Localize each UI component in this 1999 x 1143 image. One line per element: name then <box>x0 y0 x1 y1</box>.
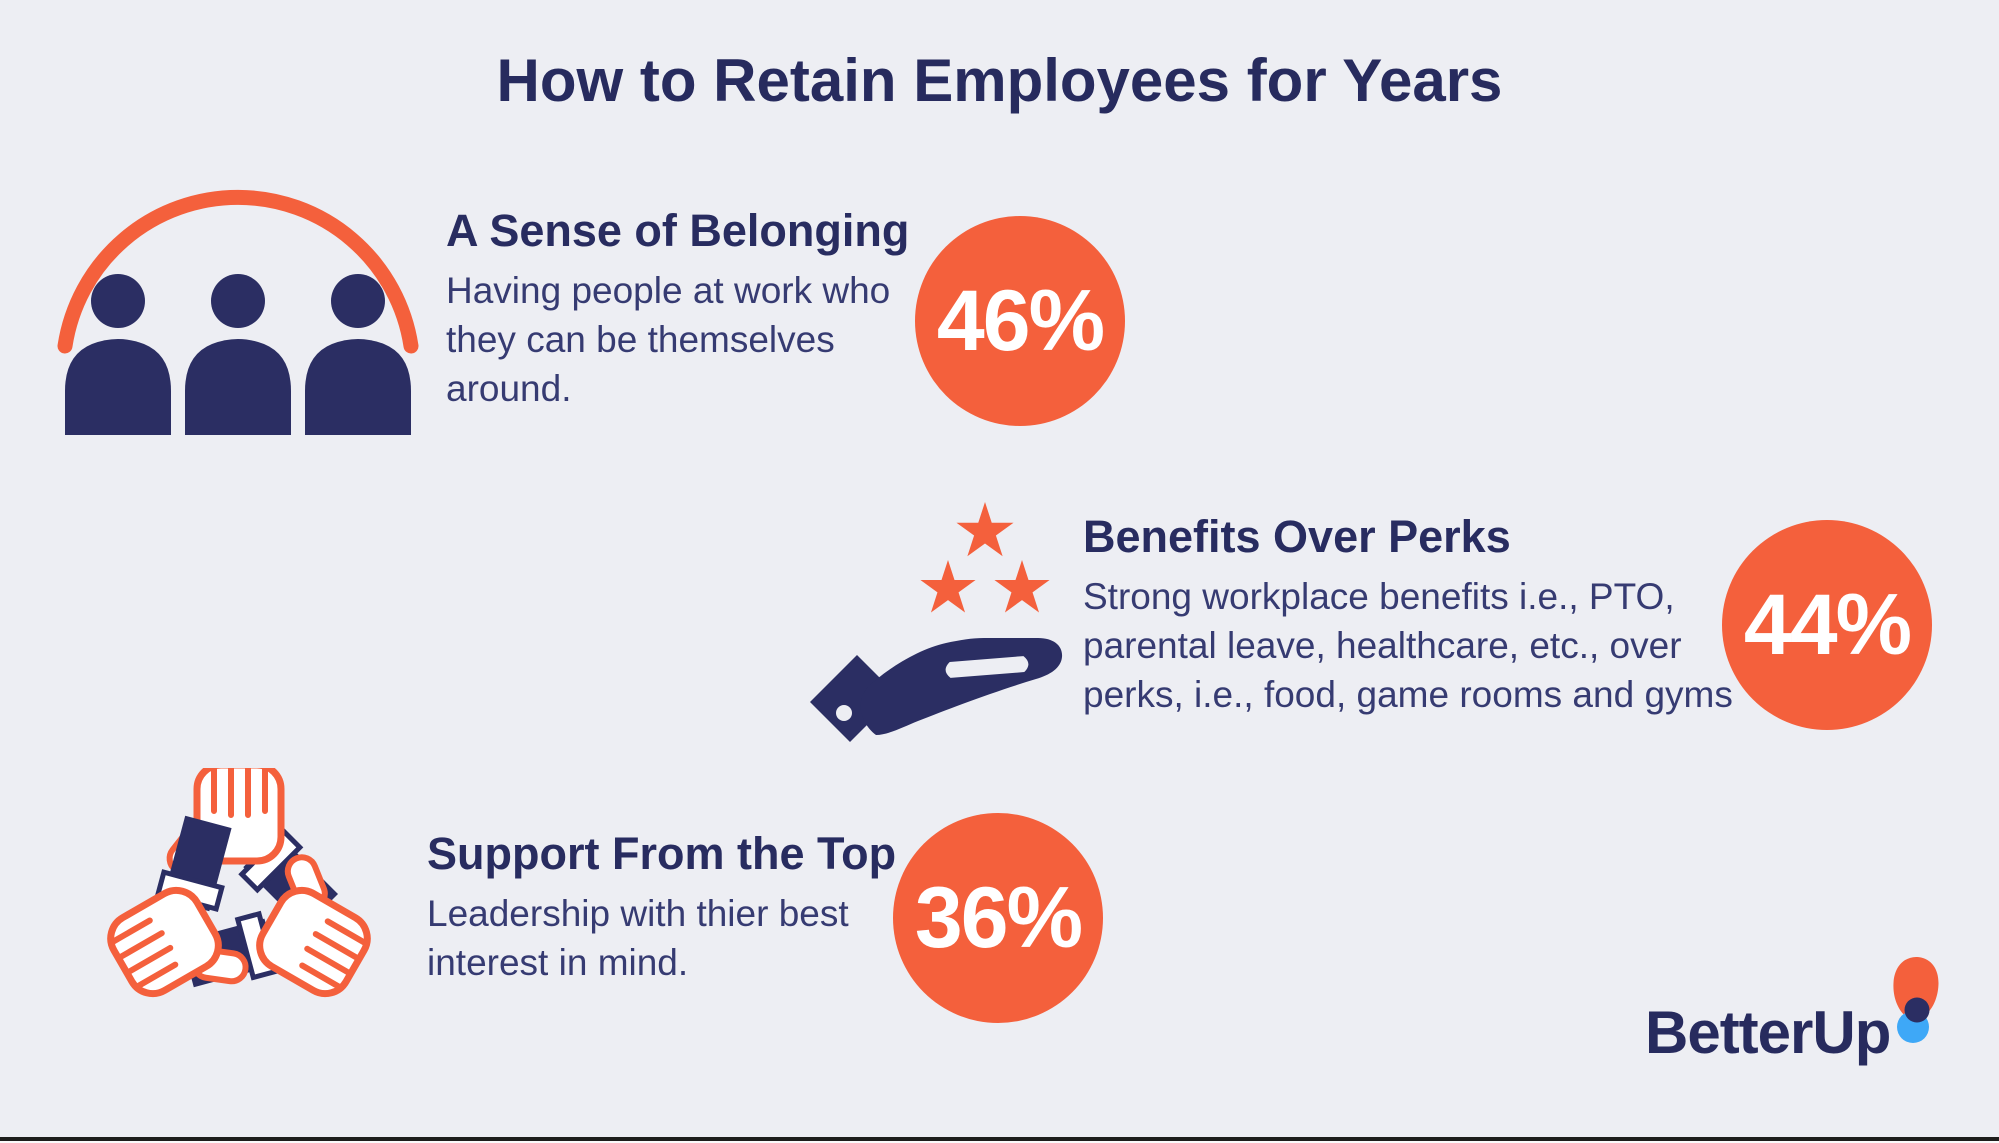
section-body-line: perks, i.e., food, game rooms and gyms <box>1083 674 1733 715</box>
hand-with-three-stars-icon <box>800 497 1070 752</box>
section-body-line: Leadership with thier best <box>427 893 849 934</box>
bottom-edge-strip <box>0 1141 1999 1143</box>
stat-value: 44% <box>1743 576 1912 673</box>
section-benefits: Benefits Over Perks Strong workplace ben… <box>1083 509 1743 719</box>
betterup-logo-text: BetterUp <box>1645 999 1891 1066</box>
stat-value: 46% <box>936 272 1105 369</box>
section-belonging: A Sense of Belonging Having people at wo… <box>446 203 926 413</box>
section-heading: Benefits Over Perks <box>1083 511 1511 562</box>
stat-circle-support: 36% <box>893 813 1103 1023</box>
three-stars-icon <box>920 502 1050 613</box>
section-heading: A Sense of Belonging <box>446 205 910 256</box>
three-interlocked-hands-icon <box>93 761 385 1035</box>
page-title: How to Retain Employees for Years <box>496 47 1503 114</box>
section-body-line: parental leave, healthcare, etc., over <box>1083 625 1682 666</box>
betterup-balloon-mark-icon <box>1886 954 1946 1051</box>
open-hand-icon <box>810 638 1063 742</box>
section-body-line: interest in mind. <box>427 942 689 983</box>
section-body-line: Strong workplace benefits i.e., PTO, <box>1083 576 1675 617</box>
section-heading: Support From the Top <box>427 828 897 879</box>
section-body-line: they can be themselves <box>446 319 835 360</box>
section-body-line: Having people at work who <box>446 270 891 311</box>
stat-value: 36% <box>914 869 1083 966</box>
bottom-border-bar <box>0 1137 1999 1141</box>
section-body-line: around. <box>446 368 572 409</box>
section-support: Support From the Top Leadership with thi… <box>427 826 927 987</box>
stat-circle-belonging: 46% <box>915 216 1125 426</box>
stat-circle-benefits: 44% <box>1722 520 1932 730</box>
people-under-arch-icon <box>55 183 421 440</box>
